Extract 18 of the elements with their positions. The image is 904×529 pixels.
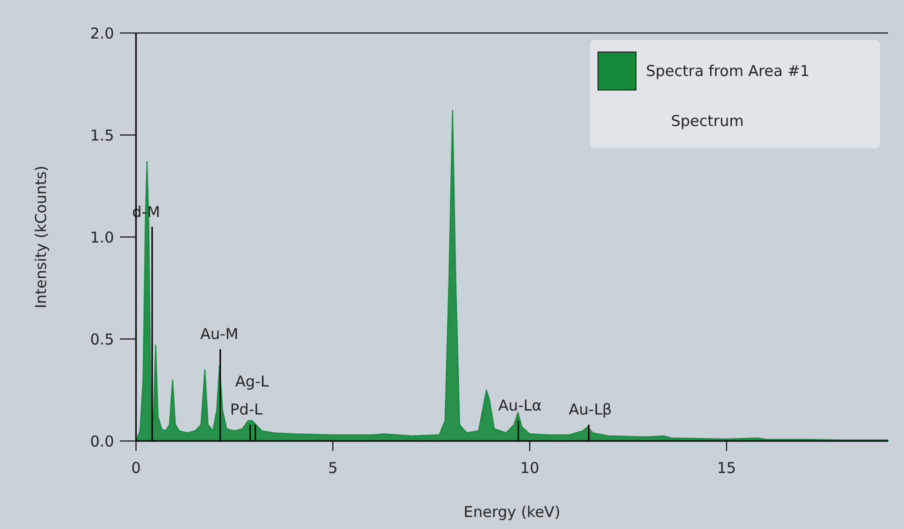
y-tick-label: 1.0 [90,228,114,246]
x-axis-title: Energy (keV) [464,503,560,521]
x-tick-label: 0 [131,459,141,477]
annotation: Au-M [200,325,238,344]
y-tick-label: 1.5 [90,126,114,144]
y-tick-label: 0.5 [90,330,114,348]
y-tick-label: 0.0 [90,432,114,450]
annotation: Au-Lβ [568,400,612,419]
annotation: Pd-L [230,400,264,419]
y-tick-label: 2.0 [90,24,114,42]
legend-title: Spectrum [671,112,744,130]
x-tick-label: 15 [717,459,736,477]
annotation: Ag-L [235,372,270,391]
x-tick-label: 10 [520,459,540,477]
y-axis-title: Intensity (kCounts) [32,166,50,308]
text: Spectra from Area #1 [646,62,810,80]
x-tick-label: 5 [328,459,338,477]
annotation: Au-Lα [498,396,542,415]
